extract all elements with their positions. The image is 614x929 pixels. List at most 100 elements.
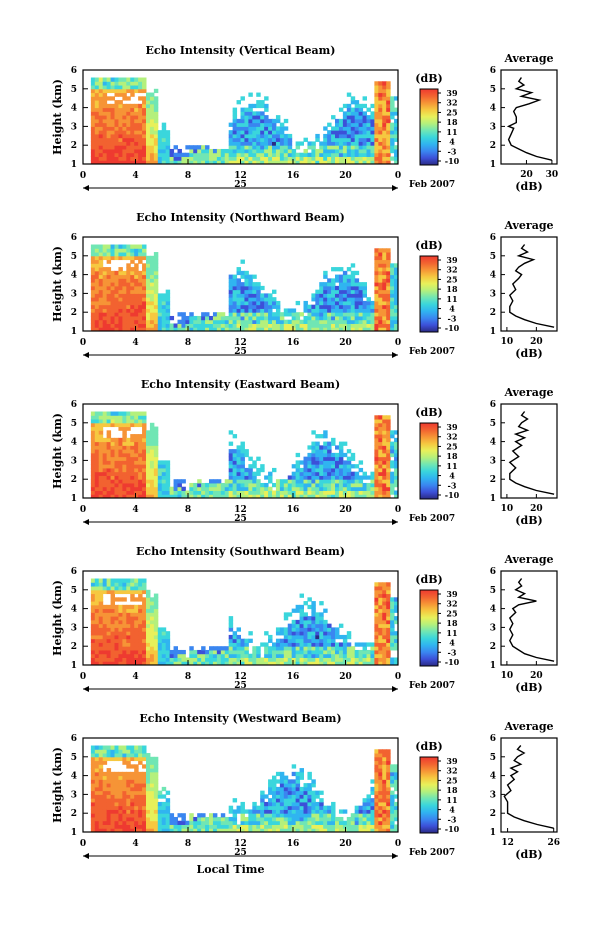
heatmap-cell <box>374 649 379 655</box>
heatmap-cell <box>319 285 324 291</box>
heatmap-cell <box>142 415 147 420</box>
heatmap-cell <box>110 274 115 279</box>
heatmap-cell <box>122 148 127 154</box>
heatmap-cell <box>138 760 143 765</box>
heatmap-cell <box>146 148 151 154</box>
heatmap-cell <box>335 315 340 321</box>
heatmap-cell <box>90 293 96 298</box>
heatmap-cell <box>114 323 119 328</box>
heatmap-cell <box>98 419 104 424</box>
heatmap-cell <box>291 486 297 491</box>
heatmap-cell <box>315 449 320 454</box>
heatmap-cell <box>114 824 119 829</box>
heatmap-cell <box>98 653 104 658</box>
heatmap-cell <box>118 790 123 795</box>
heatmap-cell <box>126 745 131 750</box>
heatmap-cell <box>134 456 139 461</box>
heatmap-cell <box>98 801 104 807</box>
heatmap-cell <box>382 81 387 86</box>
heatmap-cell <box>153 449 159 454</box>
heatmap-cell <box>272 801 277 807</box>
heatmap-cell <box>390 308 395 313</box>
heatmap-cell <box>126 415 131 420</box>
heatmap-cell <box>272 661 277 666</box>
heatmap-cell <box>94 285 100 291</box>
heatmap-cell <box>149 779 155 784</box>
heatmap-cell <box>268 137 273 142</box>
heatmap-cell <box>323 297 328 302</box>
heatmap-cell <box>193 148 198 154</box>
heatmap-cell <box>346 319 352 324</box>
heatmap-cell <box>106 297 112 302</box>
heatmap-cell <box>264 482 269 488</box>
heatmap-cell <box>130 130 135 135</box>
heatmap-cell <box>157 790 163 795</box>
heatmap-cell <box>161 308 167 313</box>
heatmap-cell <box>315 319 320 324</box>
heatmap-cell <box>350 646 356 651</box>
heatmap-cell <box>311 160 316 165</box>
heatmap-cell <box>185 490 190 495</box>
heatmap-cell <box>201 653 206 658</box>
heatmap-cell <box>350 118 356 124</box>
heatmap-cell <box>228 141 234 146</box>
heatmap-cell <box>244 145 249 150</box>
heatmap-cell <box>256 482 261 488</box>
heatmap-cell <box>358 482 364 488</box>
heatmap-cell <box>138 160 143 165</box>
heatmap-cell <box>122 479 127 484</box>
heatmap-cell <box>106 81 112 86</box>
heatmap-cell <box>224 479 230 484</box>
heatmap-cell <box>185 156 190 161</box>
heatmap-cell <box>110 85 115 90</box>
heatmap-cell <box>126 805 131 810</box>
heatmap-cell <box>382 160 387 165</box>
heatmap-cell <box>346 642 352 647</box>
heatmap-cell <box>157 813 163 818</box>
avg-y-tick-label: 4 <box>490 104 496 114</box>
heatmap-cell <box>130 805 135 810</box>
heatmap-cell <box>138 137 143 142</box>
heatmap-cell <box>177 661 182 666</box>
heatmap-cell <box>102 122 108 127</box>
heatmap-cell <box>338 445 344 450</box>
heatmap-cell <box>331 137 336 142</box>
heatmap-cell <box>378 642 383 647</box>
heatmap-cell <box>240 323 245 328</box>
colorbar-tick-label: -10 <box>445 657 460 667</box>
heatmap-cell <box>362 300 367 306</box>
heatmap-cell <box>134 816 139 822</box>
heatmap-cell <box>110 790 115 795</box>
heatmap-cell <box>303 601 308 606</box>
heatmap-cell <box>236 445 241 450</box>
heatmap-cell <box>275 319 281 324</box>
heatmap-cell <box>130 798 135 803</box>
heatmap-cell <box>126 828 131 833</box>
heatmap-cell <box>323 820 328 825</box>
heatmap-cell <box>228 467 234 473</box>
heatmap-cell <box>114 471 119 476</box>
heatmap-cell <box>130 816 135 822</box>
heatmap-cell <box>118 293 123 298</box>
heatmap-cell <box>252 312 257 317</box>
date-arrow-right <box>392 519 398 525</box>
heatmap-cell <box>149 308 155 313</box>
heatmap-cell <box>378 608 383 613</box>
heatmap-cell <box>114 490 119 495</box>
heatmap-cell <box>323 327 328 332</box>
heatmap-cell <box>205 824 210 829</box>
heatmap-cell <box>146 118 151 124</box>
heatmap-cell <box>94 274 100 279</box>
heatmap-cell <box>110 137 115 142</box>
heatmap-cell <box>142 141 147 146</box>
heatmap-cell <box>338 312 344 317</box>
heatmap-cell <box>386 107 391 112</box>
heatmap-cell <box>374 152 379 157</box>
heatmap-cell <box>181 661 186 666</box>
heatmap-cell <box>146 649 151 655</box>
heatmap-cell <box>110 805 115 810</box>
heatmap-cell <box>98 764 104 769</box>
heatmap-cell <box>327 475 332 480</box>
heatmap-cell <box>236 809 241 814</box>
heatmap-cell <box>264 494 269 499</box>
